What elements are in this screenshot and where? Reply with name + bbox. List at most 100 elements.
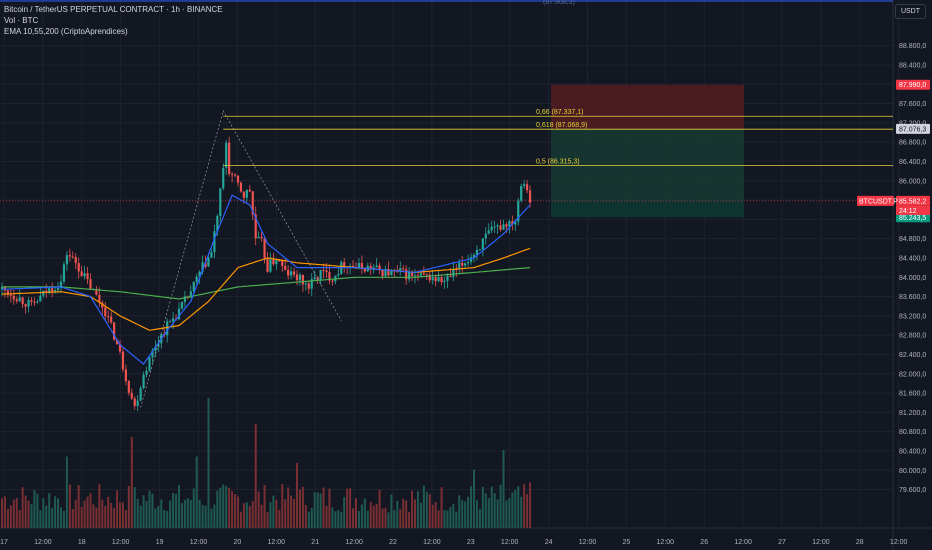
volume-bar bbox=[475, 500, 478, 528]
volume-bar bbox=[384, 507, 387, 528]
candle-body bbox=[51, 288, 54, 293]
candle-body bbox=[9, 294, 12, 296]
candle-body bbox=[469, 257, 473, 262]
chart-title[interactable]: Bitcoin / TetherUS PERPETUAL CONTRACT · … bbox=[4, 5, 223, 14]
candle-body bbox=[381, 269, 384, 277]
candle-body bbox=[399, 268, 402, 271]
volume-bar bbox=[293, 498, 296, 528]
candle-body bbox=[363, 268, 366, 272]
candle-body bbox=[204, 262, 207, 267]
volume-indicator-label[interactable]: Vol · BTC bbox=[4, 16, 39, 25]
volume-bar bbox=[242, 503, 245, 528]
candle-body bbox=[446, 275, 449, 281]
candle-body bbox=[12, 295, 15, 300]
volume-bar bbox=[12, 499, 15, 528]
volume-bar bbox=[505, 500, 508, 528]
volume-bar bbox=[92, 504, 95, 528]
volume-bar bbox=[151, 493, 154, 528]
volume-bar bbox=[464, 501, 467, 528]
volume-bar bbox=[434, 502, 437, 528]
volume-bar bbox=[266, 512, 269, 528]
volume-bar bbox=[57, 498, 60, 528]
candle-body bbox=[6, 290, 9, 295]
volume-bar bbox=[381, 508, 384, 528]
volume-bar bbox=[9, 505, 12, 528]
volume-bar bbox=[18, 510, 21, 528]
candle-body bbox=[437, 277, 440, 282]
volume-bar bbox=[48, 493, 51, 528]
candle-body bbox=[139, 388, 142, 401]
volume-bar bbox=[175, 493, 178, 528]
volume-bar bbox=[15, 497, 18, 528]
time-axis[interactable]: 17 12:00 18 12:00 19 12:00 20 12:00 21 12:00 22 12:… bbox=[0, 539, 907, 546]
candle-body bbox=[343, 262, 346, 267]
candle-body bbox=[434, 277, 437, 282]
candle-body bbox=[528, 190, 532, 203]
volume-bar bbox=[452, 503, 455, 528]
ema-10-line bbox=[1, 194, 531, 365]
candle-body bbox=[287, 269, 290, 276]
candle-body bbox=[39, 295, 42, 302]
candle-body bbox=[233, 174, 237, 176]
volume-bar bbox=[86, 496, 89, 528]
candle-body bbox=[195, 276, 198, 282]
volume-bar bbox=[127, 485, 130, 528]
volume-bar bbox=[166, 511, 169, 528]
candle-body bbox=[307, 283, 310, 289]
candle-body bbox=[83, 273, 86, 277]
time-tick-label: 28 bbox=[856, 539, 864, 546]
candle-body bbox=[523, 184, 526, 187]
volume-bar bbox=[130, 437, 133, 528]
volume-bar bbox=[422, 485, 425, 528]
price-tag bbox=[896, 195, 930, 206]
volume-bar bbox=[192, 488, 195, 528]
volume-bars bbox=[1, 398, 532, 528]
volume-bar bbox=[210, 508, 213, 528]
candle-body bbox=[484, 233, 487, 239]
ema-200-line bbox=[2, 267, 531, 300]
top-range-label: (87.908,3) bbox=[543, 0, 575, 6]
candle-body bbox=[413, 275, 417, 277]
candle-body bbox=[461, 262, 464, 266]
candle-body bbox=[231, 173, 234, 175]
candle-body bbox=[154, 346, 157, 351]
volume-bar bbox=[402, 498, 405, 528]
volume-bar bbox=[62, 510, 65, 528]
volume-bar bbox=[98, 484, 101, 528]
volume-bar bbox=[484, 493, 487, 528]
volume-bar bbox=[296, 463, 298, 528]
candle-body bbox=[180, 301, 184, 309]
candle-body bbox=[526, 184, 529, 191]
volume-bar bbox=[254, 424, 257, 528]
time-tick-label: 12:00 bbox=[501, 539, 519, 546]
volume-bar bbox=[74, 499, 77, 528]
volume-bar bbox=[443, 510, 446, 528]
candle-body bbox=[481, 238, 484, 250]
volume-bar bbox=[139, 505, 142, 528]
volume-bar bbox=[349, 488, 352, 528]
candle-body bbox=[396, 269, 399, 271]
candle-body bbox=[239, 182, 243, 192]
candle-body bbox=[148, 357, 151, 371]
volume-bar bbox=[396, 500, 399, 528]
volume-bar bbox=[405, 500, 408, 528]
volume-bar bbox=[511, 492, 514, 528]
time-tick-label: 12:00 bbox=[190, 539, 208, 546]
time-tick-label: 12:00 bbox=[423, 539, 441, 546]
price-tick-label: 79.600,0 bbox=[899, 487, 926, 494]
fib-level-label: 0,5 (86.315,3) bbox=[536, 159, 580, 166]
volume-bar bbox=[6, 509, 9, 528]
volume-bar bbox=[172, 492, 175, 528]
currency-button[interactable]: USDT bbox=[894, 4, 926, 19]
price-tick-label: 81.200,0 bbox=[899, 410, 926, 417]
volume-bar bbox=[431, 504, 434, 528]
candle-body bbox=[275, 259, 278, 265]
volume-bar bbox=[378, 489, 381, 528]
candle-body bbox=[21, 297, 24, 305]
candle-body bbox=[145, 370, 148, 375]
ema-indicator-label[interactable]: EMA 10,55,200 (CriptoAprendices) bbox=[4, 27, 128, 36]
volume-bar bbox=[3, 496, 6, 528]
candle-body bbox=[110, 316, 113, 323]
candle-body bbox=[101, 302, 104, 308]
